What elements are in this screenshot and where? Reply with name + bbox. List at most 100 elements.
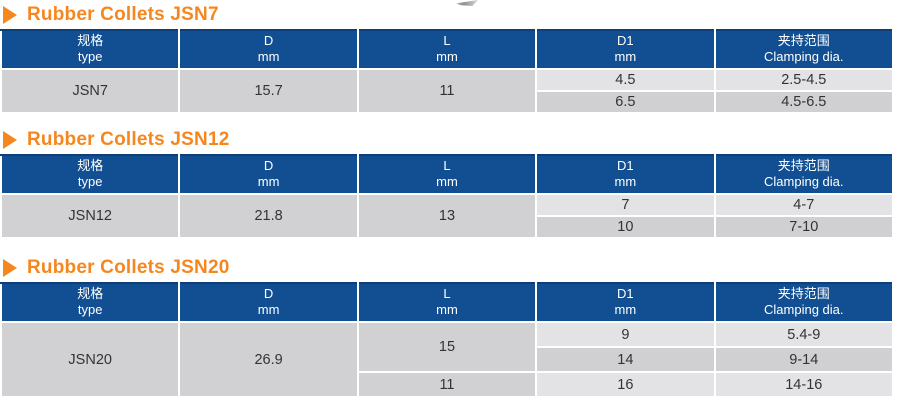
header-zh: L [443, 286, 451, 301]
cell-type: JSN20 [0, 321, 181, 398]
header-zh: 夹持范围 [777, 158, 830, 173]
table-row: JSN20 26.9 15 9 5.4-9 [0, 321, 895, 398]
header-zh: 规格 [77, 158, 104, 173]
cell-d1: 7 [535, 193, 716, 217]
table-row: JSN7 15.7 11 4.5 2.5-4.5 [0, 68, 895, 114]
cell-clamping: 7-10 [713, 215, 895, 239]
header-en: type [77, 174, 103, 189]
cell-d1: 6.5 [535, 90, 716, 114]
cell-clamping: 5.4-9 [713, 321, 895, 348]
cell-d1: 10 [535, 215, 716, 239]
header-zh: D1 [617, 158, 634, 173]
table-row: 10 7-10 [1, 215, 895, 239]
header-en: mm [614, 174, 637, 189]
header-zh: D1 [617, 286, 634, 301]
header-en: type [77, 49, 103, 64]
table-body: JSN7 15.7 11 4.5 2.5-4.5 6.5 4.5-6.5 [0, 68, 895, 114]
section-title-jsn12: Rubber Collets JSN12 [3, 128, 900, 152]
cell-type: JSN7 [0, 68, 181, 114]
col-header-clamping: 夹持范围 Clamping dia. [713, 29, 895, 70]
right-triangle-icon [3, 6, 17, 24]
header-zh: 规格 [77, 33, 104, 48]
header-en: mm [436, 174, 458, 189]
cell-l: 11 [356, 371, 538, 398]
cell-l: 13 [356, 193, 538, 239]
cell-clamping: 14-16 [713, 371, 895, 398]
header-en: mm [614, 49, 637, 64]
section-heading: Rubber Collets JSN20 [27, 257, 230, 278]
header-en: Clamping dia. [764, 302, 844, 317]
header-en: mm [257, 174, 280, 189]
header-en: Clamping dia. [764, 174, 844, 189]
col-header-type: 规格 type [0, 154, 181, 195]
right-triangle-icon [3, 259, 17, 277]
col-header-type: 规格 type [0, 29, 181, 70]
right-triangle-icon [3, 131, 17, 149]
table-body: JSN20 26.9 15 9 5.4-9 14 9-14 11 16 14-1… [0, 321, 895, 398]
section-heading: Rubber Collets JSN7 [27, 4, 219, 25]
col-header-clamping: 夹持范围 Clamping dia. [713, 154, 895, 195]
header-en: mm [614, 302, 637, 317]
cell-l: 11 [356, 68, 538, 114]
cell-d1: 16 [535, 371, 716, 398]
header-zh: 夹持范围 [777, 33, 830, 48]
col-header-clamping: 夹持范围 Clamping dia. [713, 282, 895, 323]
table-row: 11 16 14-16 [1, 371, 895, 398]
cell-clamping: 4.5-6.5 [713, 90, 895, 114]
cell-clamping: 9-14 [713, 346, 895, 373]
col-header-d1: D1 mm [535, 282, 716, 323]
header-zh: 规格 [77, 286, 104, 301]
table-row: 14 9-14 [1, 346, 895, 373]
header-zh: D [263, 33, 274, 48]
cell-d1: 9 [535, 321, 716, 348]
header-en: mm [257, 302, 280, 317]
header-zh: 夹持范围 [777, 286, 830, 301]
cell-d1: 14 [535, 346, 716, 373]
section-heading: Rubber Collets JSN12 [27, 129, 230, 150]
table-body: JSN12 21.8 13 7 4-7 10 7-10 [0, 193, 895, 239]
section-title-jsn7: Rubber Collets JSN7 [3, 3, 900, 27]
section-title-jsn20: Rubber Collets JSN20 [3, 256, 900, 280]
cell-d: 26.9 [178, 321, 359, 398]
header-zh: D [263, 286, 274, 301]
cell-type: JSN12 [0, 193, 181, 239]
col-header-d1: D1 mm [535, 154, 716, 195]
cell-d: 21.8 [178, 193, 359, 239]
cell-d: 15.7 [178, 68, 359, 114]
header-zh: D [263, 158, 274, 173]
cell-d1: 4.5 [535, 68, 716, 92]
col-header-d1: D1 mm [535, 29, 716, 70]
header-en: mm [436, 302, 458, 317]
header-en: type [77, 302, 103, 317]
table-row: JSN12 21.8 13 7 4-7 [0, 193, 895, 239]
header-en: Clamping dia. [764, 49, 844, 64]
header-en: mm [436, 49, 458, 64]
header-en: mm [257, 49, 280, 64]
table-row: 6.5 4.5-6.5 [1, 90, 895, 114]
cell-clamping: 4-7 [713, 193, 895, 217]
cell-l: 15 [356, 321, 538, 373]
cell-clamping: 2.5-4.5 [713, 68, 895, 92]
header-zh: L [443, 158, 451, 173]
header-zh: D1 [617, 33, 634, 48]
col-header-type: 规格 type [0, 282, 181, 323]
